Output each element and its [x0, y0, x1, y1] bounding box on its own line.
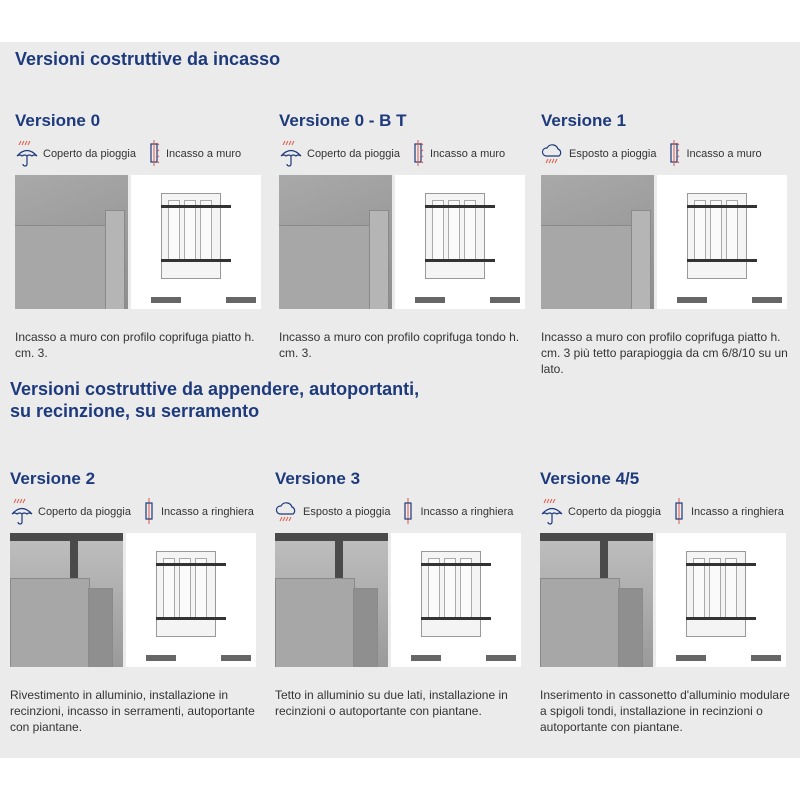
product-photo	[275, 533, 388, 667]
mount-label: Incasso a ringhiera	[690, 506, 784, 518]
version-card: Versione 2 Coperto da pioggia Incasso a r…	[10, 469, 260, 735]
version-card: Versione 0 Coperto da pioggia Incasso a m…	[15, 111, 265, 361]
product-photo	[15, 175, 128, 309]
umbrella-icon	[540, 497, 568, 528]
version-title: Versione 0	[15, 111, 101, 130]
rain-cloud-icon	[541, 139, 569, 170]
version-title: Versione 4/5	[540, 469, 640, 488]
technical-drawing	[126, 533, 256, 667]
weather-label: Coperto da pioggia	[307, 148, 400, 160]
version-title: Versione 0 - B T	[279, 111, 407, 130]
umbrella-icon	[15, 139, 43, 170]
version-description: Inserimento in cassonetto d'alluminio mo…	[540, 688, 790, 734]
weather-label: Esposto a pioggia	[303, 506, 391, 518]
railing-mount-icon	[661, 497, 691, 528]
weather-label: Esposto a pioggia	[569, 148, 657, 160]
product-photo	[540, 533, 653, 667]
wall-mount-icon	[136, 139, 166, 170]
mount-label: Incasso a muro	[165, 148, 242, 160]
section-title-line: su recinzione, su serramento	[10, 401, 260, 421]
railing-mount-icon	[131, 497, 161, 528]
mount-label: Incasso a muro	[429, 148, 506, 160]
wall-mount-icon	[656, 139, 686, 170]
technical-drawing	[391, 533, 521, 667]
mount-label: Incasso a muro	[686, 148, 762, 160]
section-title-appendere: Versioni costruttive da appendere, autop…	[10, 378, 419, 422]
weather-label: Coperto da pioggia	[43, 148, 136, 160]
version-description: Rivestimento in alluminio, installazione…	[10, 688, 255, 734]
version-title: Versione 1	[541, 111, 627, 130]
technical-drawing	[395, 175, 525, 309]
product-photo	[10, 533, 123, 667]
technical-drawing	[131, 175, 261, 309]
version-description: Incasso a muro con profilo coprifuga pia…	[15, 330, 255, 360]
version-description: Tetto in alluminio su due lati, installa…	[275, 688, 508, 718]
product-photo	[279, 175, 392, 309]
version-title: Versione 2	[10, 469, 96, 488]
version-description: Incasso a muro con profilo coprifuga pia…	[541, 330, 788, 376]
railing-mount-icon	[390, 497, 420, 528]
section-title-incasso: Versioni costruttive da incasso	[15, 49, 281, 69]
weather-label: Coperto da pioggia	[568, 506, 661, 518]
version-card: Versione 4/5 Coperto da pioggia Incasso a…	[540, 469, 790, 735]
mount-label: Incasso a ringhiera	[420, 506, 514, 518]
rain-cloud-icon	[275, 497, 303, 528]
version-description: Incasso a muro con profilo coprifuga ton…	[279, 330, 520, 360]
section-title-line: Versioni costruttive da appendere, autop…	[10, 379, 420, 399]
weather-label: Coperto da pioggia	[38, 506, 131, 518]
version-title: Versione 3	[275, 469, 361, 488]
version-card: Versione 1 Esposto a pioggia Incasso a mu…	[541, 111, 791, 377]
technical-drawing	[656, 533, 786, 667]
version-card: Versione 0 - B T Coperto da pioggia Incas…	[279, 111, 529, 361]
technical-drawing	[657, 175, 787, 309]
umbrella-icon	[10, 497, 38, 528]
wall-mount-icon	[400, 139, 430, 170]
mount-label: Incasso a ringhiera	[160, 506, 254, 518]
umbrella-icon	[279, 139, 307, 170]
version-card: Versione 3 Esposto a pioggia Incasso a ri…	[275, 469, 525, 719]
product-photo	[541, 175, 654, 309]
